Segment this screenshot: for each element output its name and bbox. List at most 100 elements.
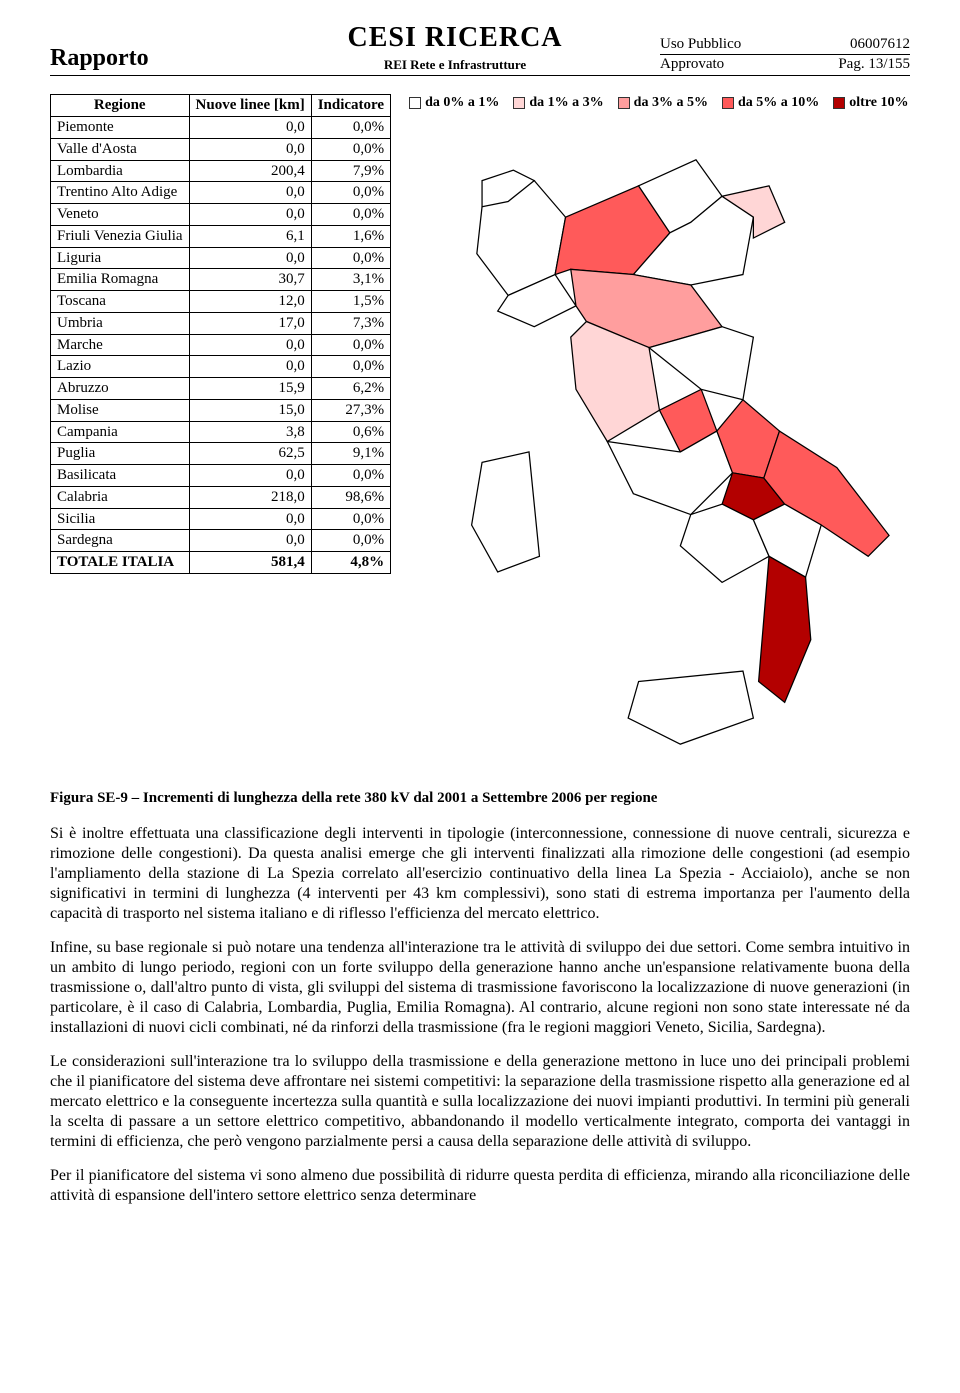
map-region-sardegna xyxy=(472,452,540,572)
legend-label: da 5% a 10% xyxy=(738,94,819,112)
table-row: Lazio0,00,0% xyxy=(51,356,391,378)
cell-ind: 7,3% xyxy=(311,312,390,334)
cell-km: 0,0 xyxy=(189,204,311,226)
cell-region: Lazio xyxy=(51,356,190,378)
cell-km: 17,0 xyxy=(189,312,311,334)
map-region-sicilia xyxy=(628,671,753,744)
table-row: Sardegna0,00,0% xyxy=(51,530,391,552)
table-row: Liguria0,00,0% xyxy=(51,247,391,269)
col-nuove-linee: Nuove linee [km] xyxy=(189,95,311,117)
table-map-row: Regione Nuove linee [km] Indicatore Piem… xyxy=(50,94,910,771)
table-row: Calabria218,098,6% xyxy=(51,486,391,508)
header-center: CESI RICERCA REI Rete e Infrastrutture xyxy=(250,20,660,73)
cell-km: 0,0 xyxy=(189,117,311,139)
cell-region: Basilicata xyxy=(51,465,190,487)
header-right: Uso Pubblico 06007612 Approvato Pag. 13/… xyxy=(660,35,910,74)
header-uso: Uso Pubblico xyxy=(660,35,741,54)
cell-ind: 0,6% xyxy=(311,421,390,443)
cell-km: 12,0 xyxy=(189,291,311,313)
cell-km: 30,7 xyxy=(189,269,311,291)
header-left-title: Rapporto xyxy=(50,43,250,73)
cell-ind: 9,1% xyxy=(311,443,390,465)
cell-region: Molise xyxy=(51,399,190,421)
cell-ind: 1,5% xyxy=(311,291,390,313)
cell-region: Liguria xyxy=(51,247,190,269)
cell-region: Valle d'Aosta xyxy=(51,138,190,160)
header-brand: CESI RICERCA xyxy=(250,20,660,55)
legend-label: da 0% a 1% xyxy=(425,94,499,112)
cell-region: Umbria xyxy=(51,312,190,334)
cell-km: 62,5 xyxy=(189,443,311,465)
cell-region: Sardegna xyxy=(51,530,190,552)
table-row: Puglia62,59,1% xyxy=(51,443,391,465)
legend-item: da 1% a 3% xyxy=(513,94,603,112)
map-region-calabria xyxy=(759,556,811,702)
table-row: Friuli Venezia Giulia6,11,6% xyxy=(51,225,391,247)
cell-ind: 27,3% xyxy=(311,399,390,421)
table-row: Abruzzo15,96,2% xyxy=(51,378,391,400)
legend-swatch xyxy=(618,97,630,109)
cell-ind: 7,9% xyxy=(311,160,390,182)
cell-ind: 3,1% xyxy=(311,269,390,291)
cell-km: 3,8 xyxy=(189,421,311,443)
cell-ind: 0,0% xyxy=(311,530,390,552)
cell-region: Sicilia xyxy=(51,508,190,530)
cell-ind: 4,8% xyxy=(311,552,390,574)
region-table: Regione Nuove linee [km] Indicatore Piem… xyxy=(50,94,391,574)
cell-region: Marche xyxy=(51,334,190,356)
cell-ind: 0,0% xyxy=(311,508,390,530)
table-row: Lombardia200,47,9% xyxy=(51,160,391,182)
table-row: Campania3,80,6% xyxy=(51,421,391,443)
cell-km: 0,0 xyxy=(189,530,311,552)
cell-km: 15,9 xyxy=(189,378,311,400)
cell-ind: 0,0% xyxy=(311,334,390,356)
cell-region: Campania xyxy=(51,421,190,443)
cell-region: Veneto xyxy=(51,204,190,226)
paragraph-3: Le considerazioni sull'interazione tra l… xyxy=(50,1052,910,1152)
cell-ind: 0,0% xyxy=(311,182,390,204)
table-row: Sicilia0,00,0% xyxy=(51,508,391,530)
cell-region: Puglia xyxy=(51,443,190,465)
cell-ind: 0,0% xyxy=(311,117,390,139)
cell-ind: 1,6% xyxy=(311,225,390,247)
legend-swatch xyxy=(722,97,734,109)
table-row: Toscana12,01,5% xyxy=(51,291,391,313)
legend-item: da 0% a 1% xyxy=(409,94,499,112)
cell-region: Calabria xyxy=(51,486,190,508)
legend-item: da 3% a 5% xyxy=(618,94,708,112)
cell-km: 581,4 xyxy=(189,552,311,574)
cell-region: Friuli Venezia Giulia xyxy=(51,225,190,247)
map-region-lazio xyxy=(607,431,732,514)
cell-km: 0,0 xyxy=(189,334,311,356)
cell-km: 218,0 xyxy=(189,486,311,508)
cell-region: Lombardia xyxy=(51,160,190,182)
table-row: Emilia Romagna30,73,1% xyxy=(51,269,391,291)
map-wrap: da 0% a 1% da 1% a 3% da 3% a 5% da 5% a 10… xyxy=(409,94,910,771)
paragraph-2: Infine, su base regionale si può notare … xyxy=(50,938,910,1038)
cell-ind: 0,0% xyxy=(311,356,390,378)
cell-km: 0,0 xyxy=(189,356,311,378)
legend-item: da 5% a 10% xyxy=(722,94,819,112)
cell-ind: 0,0% xyxy=(311,465,390,487)
map-legend: da 0% a 1% da 1% a 3% da 3% a 5% da 5% a 10… xyxy=(409,94,910,112)
table-row: Umbria17,07,3% xyxy=(51,312,391,334)
cell-ind: 6,2% xyxy=(311,378,390,400)
header-code: 06007612 xyxy=(850,35,910,54)
table-wrap: Regione Nuove linee [km] Indicatore Piem… xyxy=(50,94,391,771)
table-row: Molise15,027,3% xyxy=(51,399,391,421)
cell-km: 15,0 xyxy=(189,399,311,421)
cell-km: 0,0 xyxy=(189,138,311,160)
page-header: Rapporto CESI RICERCA REI Rete e Infrast… xyxy=(50,20,910,76)
cell-km: 6,1 xyxy=(189,225,311,247)
table-row: Veneto0,00,0% xyxy=(51,204,391,226)
legend-swatch xyxy=(833,97,845,109)
italy-map xyxy=(409,118,910,765)
cell-region: Trentino Alto Adige xyxy=(51,182,190,204)
header-page: Pag. 13/155 xyxy=(838,55,910,74)
table-row: Valle d'Aosta0,00,0% xyxy=(51,138,391,160)
col-indicatore: Indicatore xyxy=(311,95,390,117)
header-approvato: Approvato xyxy=(660,55,724,74)
table-row-total: TOTALE ITALIA581,44,8% xyxy=(51,552,391,574)
cell-region: TOTALE ITALIA xyxy=(51,552,190,574)
table-row: Piemonte0,00,0% xyxy=(51,117,391,139)
